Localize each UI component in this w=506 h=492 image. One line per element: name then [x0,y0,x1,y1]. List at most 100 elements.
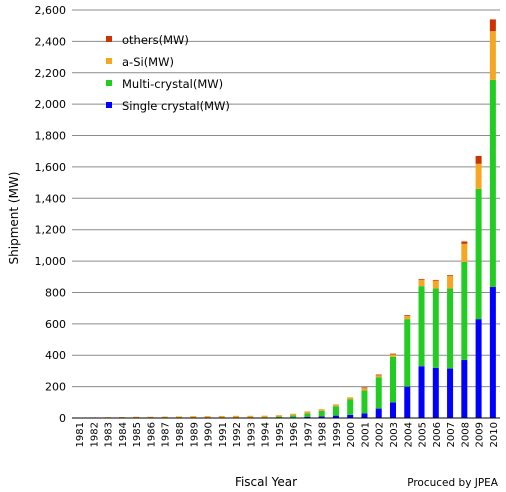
legend-swatch [106,58,112,64]
bar-1997-single-crystal-mw- [304,416,311,418]
bar-2009-a-si-mw- [475,163,482,189]
bar-2000-a-si-mw- [347,397,354,400]
bar-1994-a-si-mw- [261,415,268,418]
bar-2008-others-mw- [461,241,468,244]
bar-2003-others-mw- [390,353,396,355]
bar-1991-a-si-mw- [218,415,225,418]
y-tick-label: 800 [45,286,66,299]
credit-text: Procuced by JPEA [407,477,499,489]
legend-swatch [106,80,112,86]
bar-1997-multi-crystal-mw- [304,413,311,417]
bar-2008-a-si-mw- [461,243,468,262]
y-axis-ticks: 0 200 400 600 800 1,000 1,200 1,400 1,600 1,800 2,… [35,4,67,425]
y-axis-title: Shipment (MW) [7,172,21,265]
bar-2007-multi-crystal-mw- [447,288,454,369]
bar-1987-a-si-mw- [161,416,168,418]
y-tick-label: 1,200 [35,224,67,237]
bar-2004-a-si-mw- [404,316,411,320]
bar-2002-others-mw- [375,374,382,376]
bar-1998-multi-crystal-mw- [318,410,325,417]
bar-2001-others-mw- [361,387,368,389]
legend-swatch [106,102,112,108]
bar-2002-single-crystal-mw- [375,408,382,418]
x-tick-label: 1986 [146,422,157,447]
x-tick-label: 1993 [246,422,257,447]
x-tick-label: 1984 [118,422,129,447]
x-tick-label: 2003 [389,422,400,447]
bar-1995-a-si-mw- [275,415,282,417]
x-tick-label: 1991 [218,422,229,447]
bar-2006-multi-crystal-mw- [432,288,439,368]
y-tick-label: 600 [45,318,66,331]
y-tick-label: 2,200 [35,67,67,80]
bar-2003-multi-crystal-mw- [390,356,396,403]
x-tick-label: 1994 [261,422,272,447]
bar-1992-a-si-mw- [233,415,240,418]
x-tick-label: 1998 [318,422,329,447]
legend-label: Single crystal(MW) [122,99,230,113]
bar-2002-multi-crystal-mw- [375,377,382,409]
bar-2000-single-crystal-mw- [347,414,354,418]
x-tick-label: 2006 [432,422,443,447]
x-tick-label: 1981 [75,422,86,447]
x-tick-label: 1995 [275,422,286,447]
y-tick-label: 1,800 [35,130,67,143]
bar-2001-single-crystal-mw- [361,413,368,418]
x-tick-label: 1982 [89,422,100,447]
x-tick-label: 1988 [175,422,186,447]
bar-1985-a-si-mw- [133,416,140,418]
bar-1998-a-si-mw- [318,409,325,411]
bar-1996-a-si-mw- [290,413,297,416]
bar-2007-a-si-mw- [447,275,454,289]
bar-2006-a-si-mw- [432,280,439,289]
legend: others(MW) a-Si(MW) Multi-crystal(MW) Singl… [106,33,230,113]
bar-2003-single-crystal-mw- [390,402,396,418]
y-tick-label: 1,000 [35,255,67,268]
bar-2007-others-mw- [447,275,454,276]
bar-2005-single-crystal-mw- [418,366,425,418]
x-tick-label: 2009 [475,422,486,447]
bar-2010-others-mw- [489,19,496,32]
bar-2006-single-crystal-mw- [432,367,439,418]
bar-1999-multi-crystal-mw- [332,406,339,416]
x-tick-label: 2000 [346,422,357,447]
y-tick-label: 200 [45,381,66,394]
x-tick-label: 2001 [360,422,371,447]
x-tick-label: 2002 [375,422,386,447]
bar-1989-a-si-mw- [190,416,197,418]
y-tick-label: 2,000 [35,98,67,111]
legend-label: a-Si(MW) [122,55,174,69]
bar-2009-others-mw- [475,155,482,164]
x-tick-label: 2010 [489,422,500,447]
y-tick-label: 2,600 [35,4,67,17]
x-tick-label: 2005 [418,422,429,447]
y-tick-label: 0 [59,412,66,425]
bar-2010-single-crystal-mw- [489,286,496,418]
x-axis-title: Fiscal Year [235,475,297,489]
x-tick-label: 2007 [446,422,457,447]
x-tick-label: 1999 [332,422,343,447]
bar-2010-a-si-mw- [489,31,496,80]
bar-1993-a-si-mw- [247,415,254,418]
x-tick-label: 1990 [204,422,215,447]
x-tick-label: 1989 [189,422,200,447]
bar-2010-multi-crystal-mw- [489,79,496,287]
x-tick-label: 2004 [403,422,414,447]
bar-1999-a-si-mw- [332,404,339,407]
bar-1998-single-crystal-mw- [318,416,325,418]
x-axis-ticks: 1981 1982 1983 1984 1985 1986 1987 1988 1989 1990… [75,422,500,447]
bar-2008-multi-crystal-mw- [461,261,468,360]
bar-1988-a-si-mw- [176,416,182,418]
bar-2005-others-mw- [418,279,425,280]
bar-2003-a-si-mw- [390,354,396,357]
x-tick-label: 1996 [289,422,300,447]
bar-2001-multi-crystal-mw- [361,390,368,414]
bar-stacks [76,19,496,419]
bar-2009-single-crystal-mw- [475,319,482,418]
bar-2004-single-crystal-mw- [404,386,411,418]
bar-2004-others-mw- [404,315,411,316]
bar-1997-a-si-mw- [304,411,311,414]
bar-1999-single-crystal-mw- [332,415,339,418]
x-tick-label: 1983 [104,422,115,447]
